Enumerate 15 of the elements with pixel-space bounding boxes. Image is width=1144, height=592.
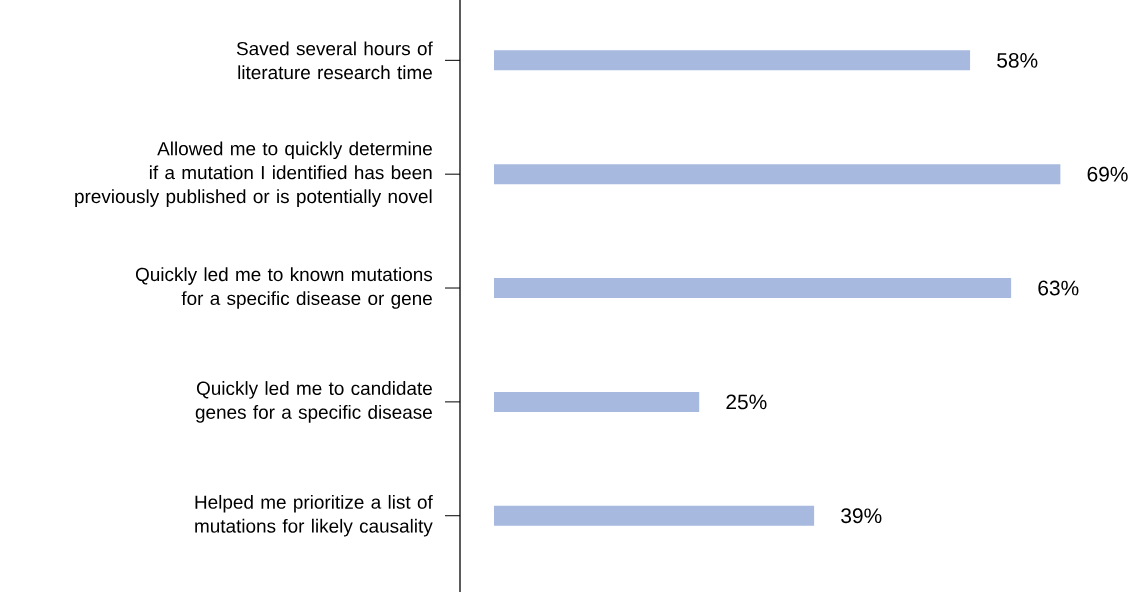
y-tick-label: Saved several hours of literature research time [236, 41, 433, 80]
y-tick-label: Allowed me to quickly determine if a mutation I identified has been previously published or is potentially novel [75, 141, 432, 207]
data-label: 39% [841, 508, 882, 524]
data-label: 69% [1087, 166, 1128, 182]
y-tick-label: Quickly led me to known mutations for a specific disease or gene [135, 267, 433, 309]
y-tick-label: Quickly led me to candidate genes for a specific disease [195, 381, 432, 423]
bar [493, 50, 971, 71]
bar [493, 505, 815, 526]
data-label: 25% [726, 394, 767, 410]
bar [493, 278, 1012, 299]
data-label: 63% [1038, 280, 1079, 296]
y-tick-label: Helped me prioritize a list of mutations for likely causality [195, 494, 433, 537]
bar [493, 164, 1061, 185]
bar [493, 391, 700, 412]
data-label: 58% [997, 52, 1038, 68]
